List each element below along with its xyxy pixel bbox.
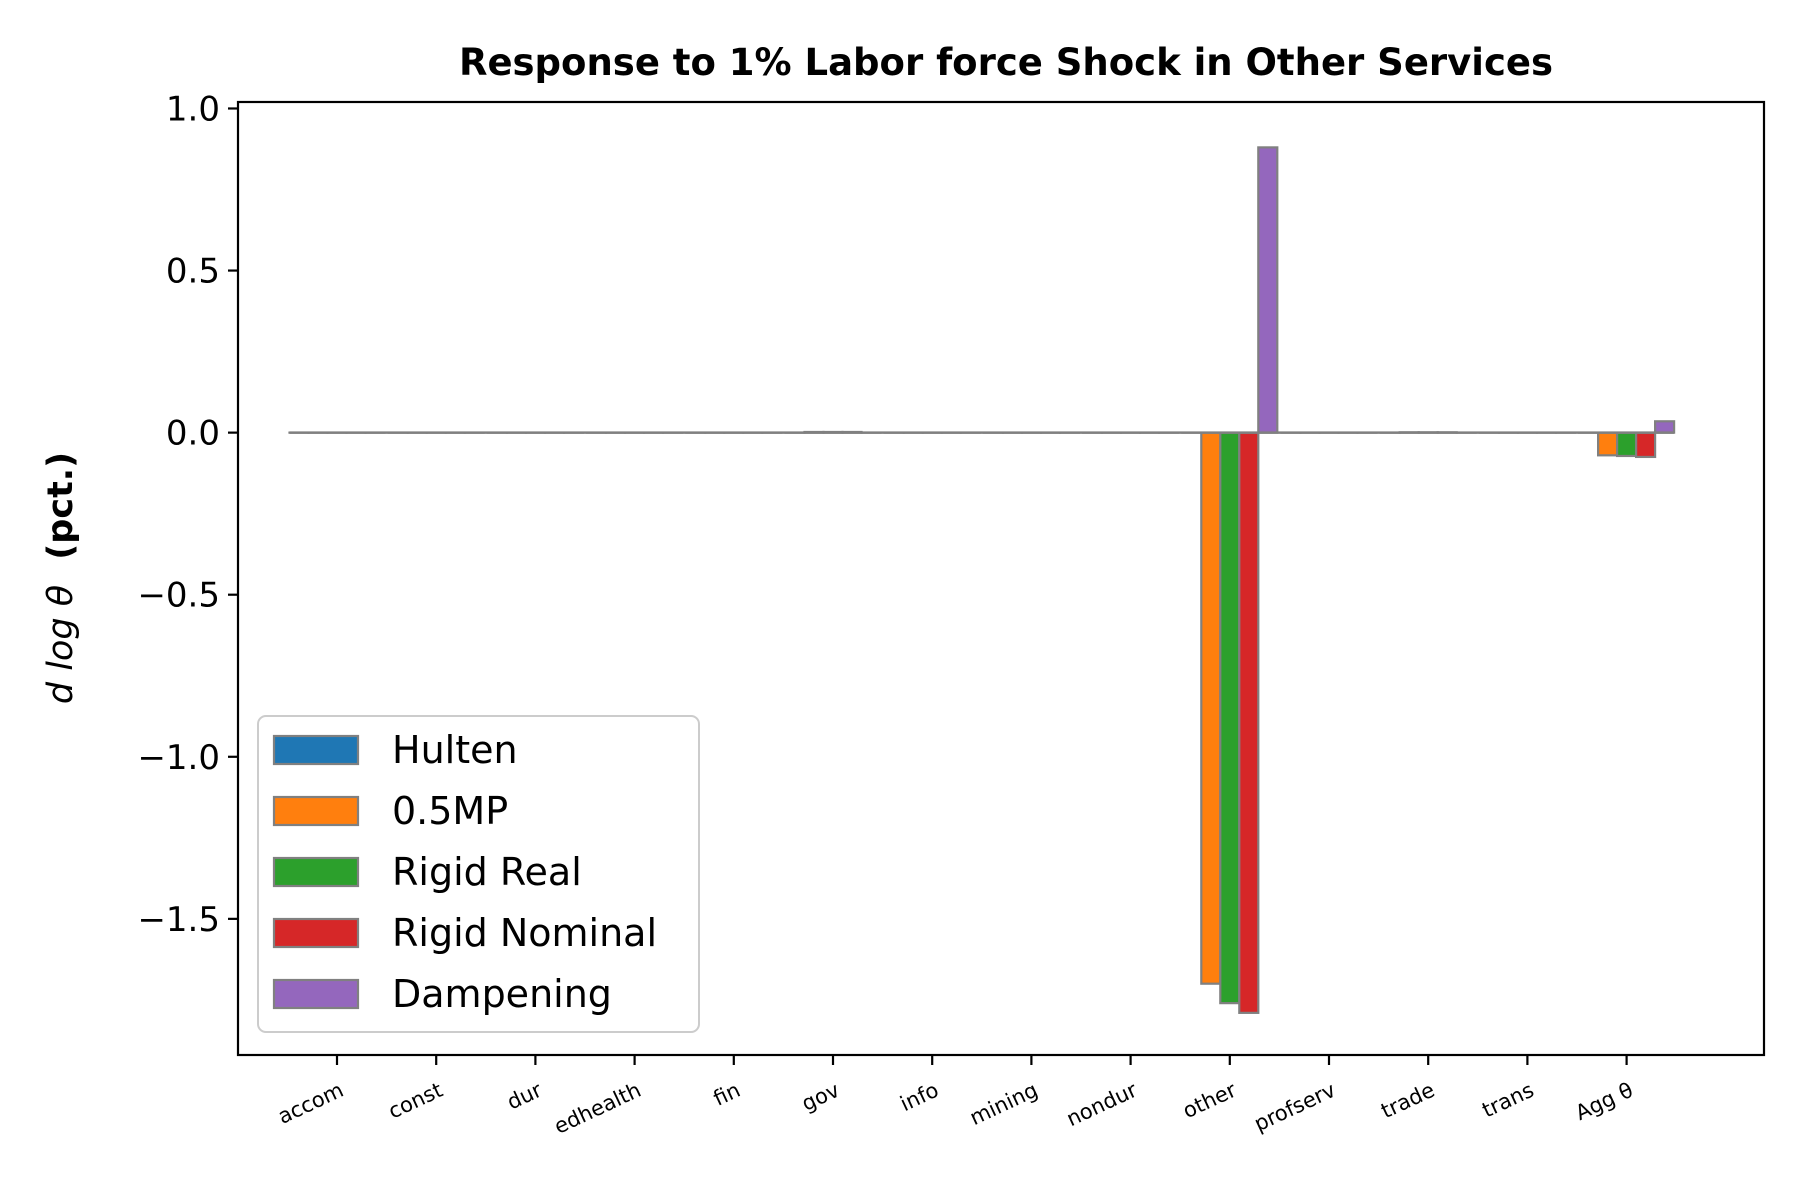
legend-swatch bbox=[272, 978, 360, 1010]
legend-swatch bbox=[272, 795, 360, 827]
x-tick-label: profserv bbox=[1250, 1078, 1339, 1136]
x-tick-label: info bbox=[896, 1078, 942, 1116]
x-axis: accom const dur edhealth fin gov info mining non… bbox=[274, 1055, 1637, 1139]
y-axis-label-unit: (pct.) bbox=[41, 452, 81, 560]
svg-text:d log θ (pct.): d log θ (pct.) bbox=[41, 452, 81, 704]
y-tick-label: 0.0 bbox=[166, 414, 220, 454]
x-tick-label: dur bbox=[503, 1078, 545, 1115]
legend-swatch bbox=[272, 917, 360, 949]
bar-0-5mp-other bbox=[1200, 431, 1222, 985]
bar-rigid-real-agg- bbox=[1615, 431, 1638, 458]
x-tick-label: Agg θ bbox=[1572, 1078, 1637, 1125]
x-tick-label: nondur bbox=[1063, 1078, 1141, 1131]
legend-box bbox=[257, 715, 700, 1033]
x-tick-label: accom bbox=[274, 1078, 347, 1129]
y-tick-label: −0.5 bbox=[137, 576, 220, 616]
chart-title: Response to 1% Labor force Shock in Othe… bbox=[459, 41, 1553, 84]
bar-rigid-real-other bbox=[1219, 431, 1241, 1005]
y-axis: 1.0 0.5 0.0 −0.5 −1.0 −1.5 bbox=[137, 89, 238, 940]
x-tick-label: const bbox=[385, 1078, 447, 1124]
y-axis-label: d log θ (pct.) bbox=[41, 452, 81, 704]
bar-0-5mp-agg- bbox=[1596, 431, 1619, 457]
x-tick-label: gov bbox=[798, 1078, 843, 1116]
legend-label: Rigid Nominal bbox=[392, 911, 657, 955]
x-tick-label: other bbox=[1179, 1078, 1240, 1124]
legend-label: Rigid Real bbox=[392, 850, 582, 894]
x-tick-label: trans bbox=[1478, 1078, 1537, 1123]
plot-area-frame bbox=[236, 100, 1766, 1057]
bar-dampening-agg- bbox=[1653, 420, 1676, 434]
legend-swatch bbox=[272, 856, 360, 888]
y-tick-label: −1.5 bbox=[137, 900, 220, 940]
legend-label: Dampening bbox=[392, 972, 612, 1016]
y-tick-label: 1.0 bbox=[166, 89, 220, 129]
y-axis-label-math: d log θ bbox=[41, 585, 81, 704]
bar-rigid-nominal-other bbox=[1238, 431, 1260, 1014]
x-tick-label: mining bbox=[966, 1078, 1041, 1130]
legend-swatch bbox=[272, 734, 360, 766]
x-tick-label: fin bbox=[710, 1078, 744, 1111]
legend-label: Hulten bbox=[392, 728, 518, 772]
bar-dampening-other bbox=[1257, 146, 1279, 434]
y-tick-label: −1.0 bbox=[137, 738, 220, 778]
legend-label: 0.5MP bbox=[392, 789, 508, 833]
x-tick-label: edhealth bbox=[551, 1078, 645, 1139]
x-tick-label: trade bbox=[1377, 1078, 1438, 1123]
bar-rigid-nominal-agg- bbox=[1634, 431, 1657, 459]
legend: Hulten 0.5MP Rigid Real Rigid Nominal Dampen… bbox=[257, 715, 700, 1033]
y-tick-label: 0.5 bbox=[166, 252, 220, 292]
